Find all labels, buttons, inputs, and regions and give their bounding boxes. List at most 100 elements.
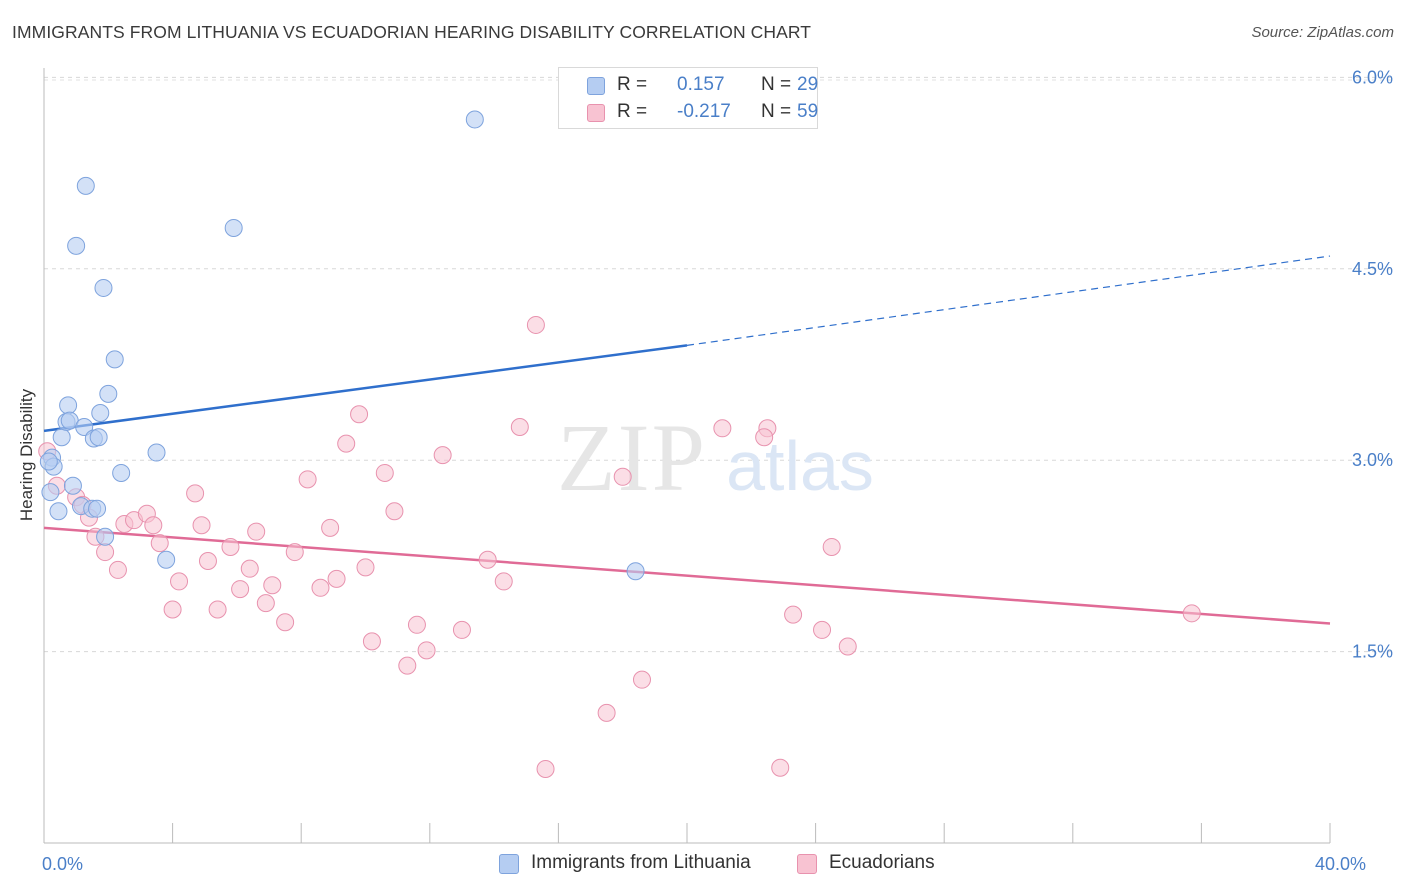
point-ecuadorians: [247, 522, 266, 541]
watermark: ZIP atlas: [557, 404, 874, 511]
point-ecuadorians: [337, 434, 356, 453]
point-ecuadorians: [298, 470, 317, 489]
point-lithuania: [94, 278, 113, 297]
point-lithuania: [67, 236, 86, 255]
point-ecuadorians: [198, 552, 217, 571]
r-value: 0.157: [677, 74, 725, 95]
point-lithuania: [63, 476, 82, 495]
point-ecuadorians: [350, 405, 369, 424]
point-ecuadorians: [526, 315, 545, 334]
point-lithuania: [52, 428, 71, 447]
point-ecuadorians: [452, 620, 471, 639]
point-ecuadorians: [510, 418, 529, 437]
stats-box: R = 0.157 N = 29 R = -0.217 N = 59: [558, 67, 818, 129]
point-ecuadorians: [478, 550, 497, 569]
trend-line-lithuania-extension: [686, 255, 1331, 346]
y-tick-label: 1.5%: [1352, 642, 1393, 662]
point-ecuadorians: [186, 484, 205, 503]
r-label: R =: [617, 101, 648, 122]
trend-lines: [43, 255, 1331, 625]
watermark-zip: ZIP: [557, 404, 707, 511]
y-tick-label: 4.5%: [1352, 259, 1393, 279]
point-ecuadorians: [613, 467, 632, 486]
point-ecuadorians: [494, 572, 513, 591]
point-ecuadorians: [276, 613, 295, 632]
point-ecuadorians: [192, 516, 211, 535]
point-lithuania: [88, 499, 107, 518]
point-lithuania: [76, 176, 95, 195]
point-ecuadorians: [398, 656, 417, 675]
point-ecuadorians: [240, 559, 259, 578]
point-ecuadorians: [822, 537, 841, 556]
point-ecuadorians: [263, 576, 282, 595]
r-value: -0.217: [677, 101, 731, 122]
point-ecuadorians: [208, 600, 227, 619]
point-ecuadorians: [813, 620, 832, 639]
source-label: Source: ZipAtlas.com: [1251, 24, 1394, 41]
n-value: 59: [797, 101, 819, 122]
point-lithuania: [75, 418, 94, 437]
tick-labels: 1.5% 3.0% 4.5% 6.0% 0.0% 40.0%: [42, 67, 1393, 874]
point-ecuadorians: [1182, 604, 1201, 623]
trend-line-ecuadorians: [43, 526, 1331, 625]
point-ecuadorians: [356, 558, 375, 577]
point-lithuania: [41, 483, 60, 502]
point-lithuania: [224, 218, 243, 237]
r-label: R =: [617, 74, 648, 95]
x-tick-label: 40.0%: [1315, 854, 1366, 874]
n-value: 29: [797, 74, 819, 95]
point-ecuadorians: [407, 615, 426, 634]
point-ecuadorians: [632, 670, 651, 689]
point-ecuadorians: [144, 516, 163, 535]
point-lithuania: [147, 443, 166, 462]
point-ecuadorians: [256, 594, 275, 613]
trend-line-lithuania: [43, 344, 688, 433]
point-ecuadorians: [417, 641, 436, 660]
x-tick-label: 0.0%: [42, 854, 83, 874]
point-ecuadorians: [755, 428, 774, 447]
point-ecuadorians: [838, 637, 857, 656]
point-ecuadorians: [375, 463, 394, 482]
point-ecuadorians: [221, 537, 240, 556]
point-ecuadorians: [536, 759, 555, 778]
y-tick-label: 3.0%: [1352, 450, 1393, 470]
watermark-atlas: atlas: [726, 427, 874, 505]
legend-label: Immigrants from Lithuania: [531, 852, 751, 873]
point-lithuania: [49, 502, 68, 521]
point-ecuadorians: [597, 703, 616, 722]
point-ecuadorians: [327, 569, 346, 588]
point-ecuadorians: [321, 518, 340, 537]
n-label: N =: [761, 101, 792, 122]
point-ecuadorians: [285, 543, 304, 562]
point-ecuadorians: [96, 543, 115, 562]
stats-swatch-blue: [587, 77, 605, 95]
point-lithuania: [112, 463, 131, 482]
point-lithuania: [39, 452, 58, 471]
point-ecuadorians: [170, 572, 189, 591]
data-points: [38, 110, 1201, 778]
point-ecuadorians: [784, 605, 803, 624]
point-lithuania: [59, 396, 78, 415]
point-lithuania: [99, 384, 118, 403]
legend-swatch-blue: [499, 854, 519, 874]
point-ecuadorians: [362, 632, 381, 651]
point-ecuadorians: [311, 578, 330, 597]
point-lithuania: [89, 428, 108, 447]
point-lithuania: [157, 550, 176, 569]
point-lithuania: [91, 403, 110, 422]
point-lithuania: [105, 350, 124, 369]
point-lithuania: [626, 562, 645, 581]
point-lithuania: [96, 527, 115, 546]
point-ecuadorians: [231, 580, 250, 599]
y-tick-label: 6.0%: [1352, 67, 1393, 87]
point-ecuadorians: [385, 502, 404, 521]
point-ecuadorians: [771, 758, 790, 777]
chart-title: IMMIGRANTS FROM LITHUANIA VS ECUADORIAN …: [12, 22, 812, 42]
point-ecuadorians: [433, 446, 452, 465]
point-lithuania: [465, 110, 484, 129]
y-axis-label: Hearing Disability: [17, 388, 36, 521]
point-ecuadorians: [713, 419, 732, 438]
legend-label: Ecuadorians: [829, 852, 935, 873]
legend-swatch-pink: [797, 854, 817, 874]
